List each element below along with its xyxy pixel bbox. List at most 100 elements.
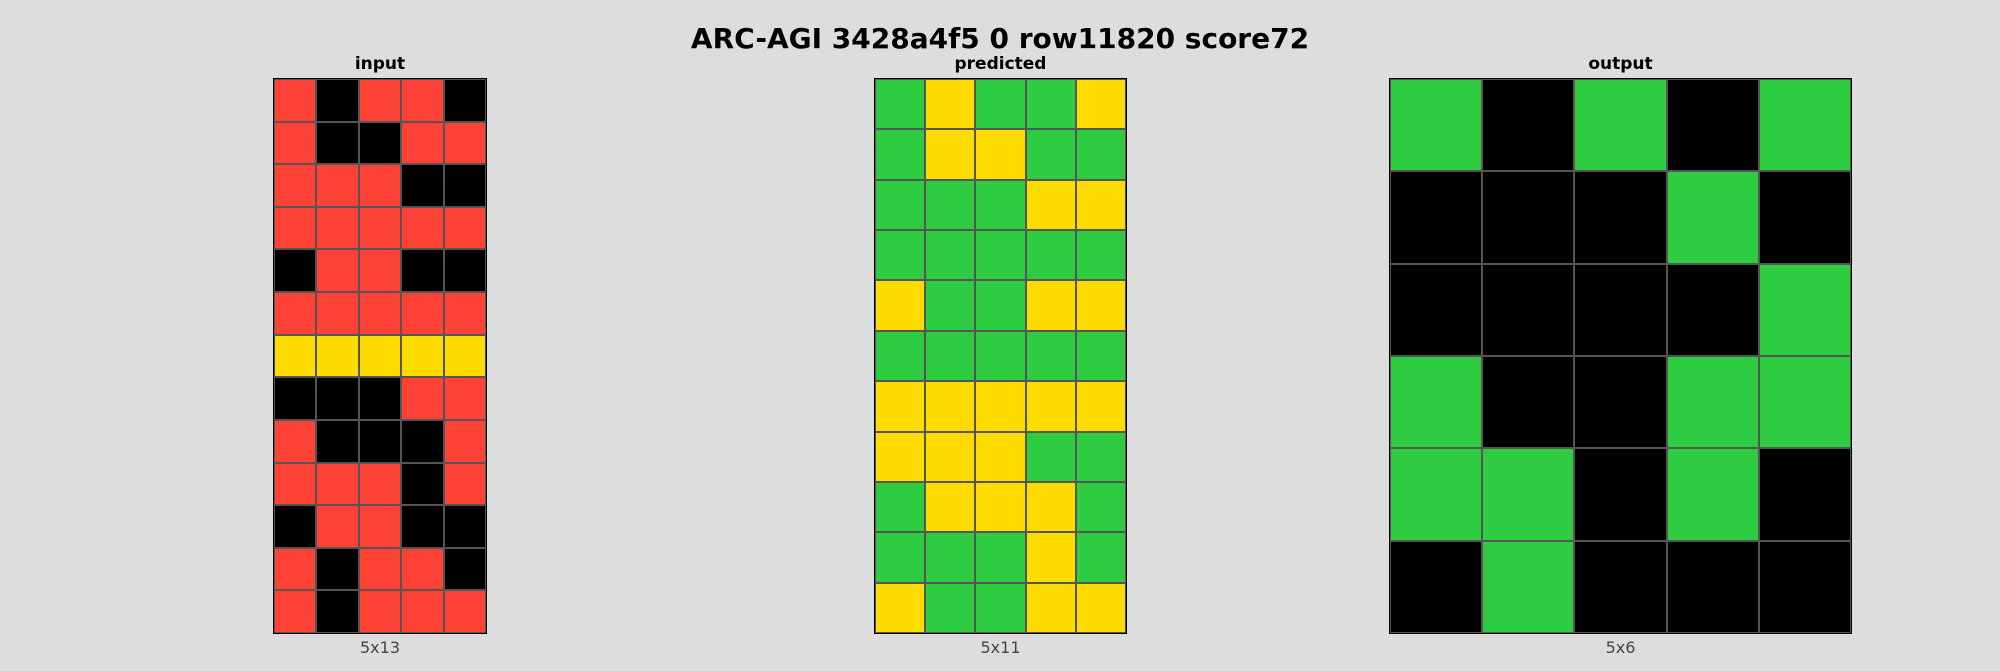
predicted-cell: [1025, 230, 1076, 281]
predicted-cell: [975, 179, 1026, 231]
input-cell: [358, 292, 402, 335]
predicted-cell: [1025, 79, 1076, 130]
output-cell: [1390, 540, 1483, 633]
input-cell: [274, 79, 317, 122]
input-cell: [401, 164, 444, 207]
input-cell: [443, 419, 486, 463]
output-cell: [1758, 448, 1851, 541]
output-cell: [1666, 79, 1759, 172]
output-cell: [1758, 263, 1851, 356]
output-cell: [1482, 356, 1575, 449]
output-grid-dimensions: 5x6: [1605, 638, 1636, 657]
predicted-cell: [1025, 381, 1076, 432]
input-cell: [316, 590, 359, 633]
output-cell: [1390, 171, 1483, 264]
input-cell: [274, 377, 317, 420]
predicted-cell: [925, 582, 976, 633]
predicted-cell: [1025, 179, 1076, 231]
input-cell: [401, 590, 444, 633]
output-cell: [1574, 540, 1667, 633]
input-grid-dimensions: 5x13: [359, 638, 400, 657]
input-cell: [358, 206, 402, 250]
predicted-grid-dimensions: 5x11: [980, 638, 1021, 657]
input-cell: [358, 121, 402, 165]
output-cell: [1574, 79, 1667, 172]
input-cell: [274, 505, 317, 548]
input-cell: [443, 249, 486, 293]
output-cell: [1482, 540, 1575, 633]
input-cell: [358, 79, 402, 122]
input-cell: [274, 462, 317, 506]
predicted-cell: [925, 230, 976, 281]
input-cell: [274, 164, 317, 207]
output-cell: [1666, 356, 1759, 449]
output-cell: [1482, 448, 1575, 541]
output-cell: [1574, 263, 1667, 356]
predicted-cell: [925, 481, 976, 533]
predicted-cell: [975, 532, 1026, 583]
predicted-cell: [875, 381, 926, 432]
output-cell: [1574, 356, 1667, 449]
input-cell: [401, 334, 444, 378]
predicted-cell: [975, 280, 1026, 331]
output-panel-label: output: [1588, 54, 1653, 74]
input-cell: [358, 419, 402, 463]
input-cell: [401, 292, 444, 335]
input-cell: [443, 590, 486, 633]
input-cell: [316, 121, 359, 165]
predicted-cell: [1025, 582, 1076, 633]
predicted-cell: [875, 532, 926, 583]
predicted-cell: [875, 129, 926, 180]
predicted-cell: [1075, 532, 1126, 583]
output-cell: [1390, 448, 1483, 541]
output-cell: [1758, 79, 1851, 172]
predicted-cell: [875, 280, 926, 331]
output-cell: [1482, 171, 1575, 264]
predicted-cell: [875, 582, 926, 633]
input-cell: [316, 377, 359, 420]
input-cell: [316, 79, 359, 122]
output-cell: [1666, 448, 1759, 541]
input-cell: [443, 79, 486, 122]
figure-title: ARC-AGI 3428a4f5 0 row11820 score72: [690, 22, 1310, 55]
output-cell: [1666, 171, 1759, 264]
input-cell: [358, 547, 402, 591]
input-cell: [401, 377, 444, 420]
predicted-cell: [1075, 381, 1126, 432]
predicted-cell: [975, 481, 1026, 533]
input-cell: [401, 121, 444, 165]
input-grid: [273, 78, 487, 634]
predicted-cell: [975, 79, 1026, 130]
input-cell: [401, 419, 444, 463]
predicted-cell: [925, 79, 976, 130]
input-cell: [274, 292, 317, 335]
input-cell: [274, 249, 317, 293]
predicted-cell: [975, 230, 1026, 281]
predicted-cell: [1075, 280, 1126, 331]
predicted-cell: [925, 330, 976, 382]
predicted-cell: [1075, 230, 1126, 281]
predicted-cell: [875, 330, 926, 382]
predicted-cell: [1075, 179, 1126, 231]
input-cell: [358, 249, 402, 293]
output-cell: [1758, 356, 1851, 449]
input-cell: [443, 462, 486, 506]
input-cell: [316, 505, 359, 548]
predicted-cell: [1075, 481, 1126, 533]
input-cell: [358, 377, 402, 420]
predicted-cell: [975, 330, 1026, 382]
output-cell: [1390, 356, 1483, 449]
input-cell: [443, 547, 486, 591]
input-cell: [358, 334, 402, 378]
predicted-cell: [1075, 330, 1126, 382]
predicted-cell: [975, 582, 1026, 633]
predicted-cell: [875, 230, 926, 281]
output-cell: [1482, 79, 1575, 172]
input-cell: [274, 121, 317, 165]
input-cell: [316, 292, 359, 335]
input-cell: [274, 547, 317, 591]
predicted-cell: [975, 381, 1026, 432]
output-cell: [1482, 263, 1575, 356]
predicted-cell: [975, 431, 1026, 482]
input-panel-label: input: [354, 54, 406, 74]
